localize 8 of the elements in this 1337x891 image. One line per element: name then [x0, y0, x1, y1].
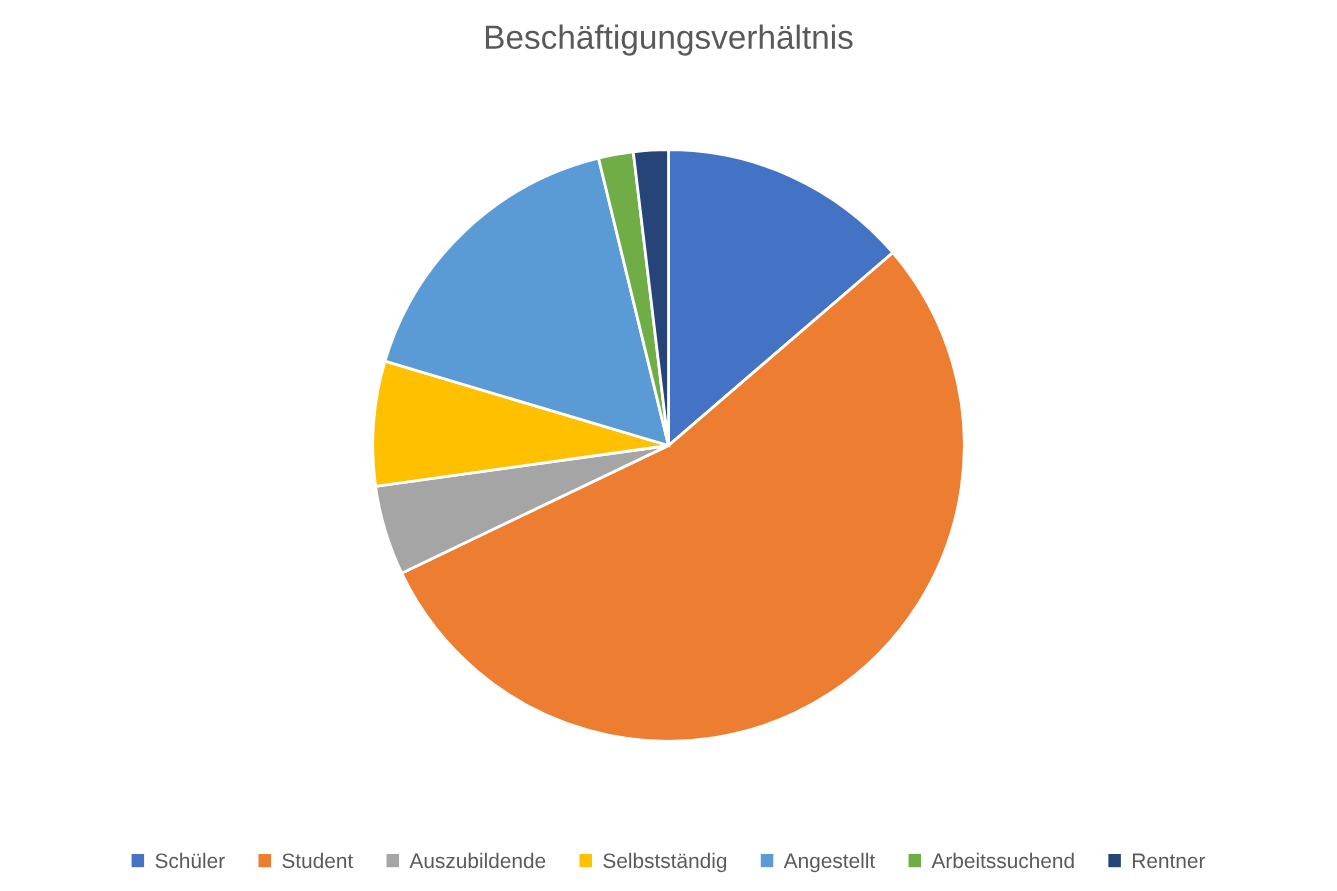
- legend-label: Selbstständig: [603, 852, 727, 873]
- chart-title: Beschäftigungsverhältnis: [485, 24, 853, 56]
- legend-label: Auszubildende: [409, 852, 546, 869]
- legend-label: Angestellt: [783, 852, 876, 873]
- legend-label: Student: [282, 852, 354, 869]
- legend-label: Schüler: [155, 852, 225, 869]
- legend-label: Arbeitssuchend: [931, 852, 1074, 869]
- legend-label: Rentner: [1133, 853, 1206, 869]
